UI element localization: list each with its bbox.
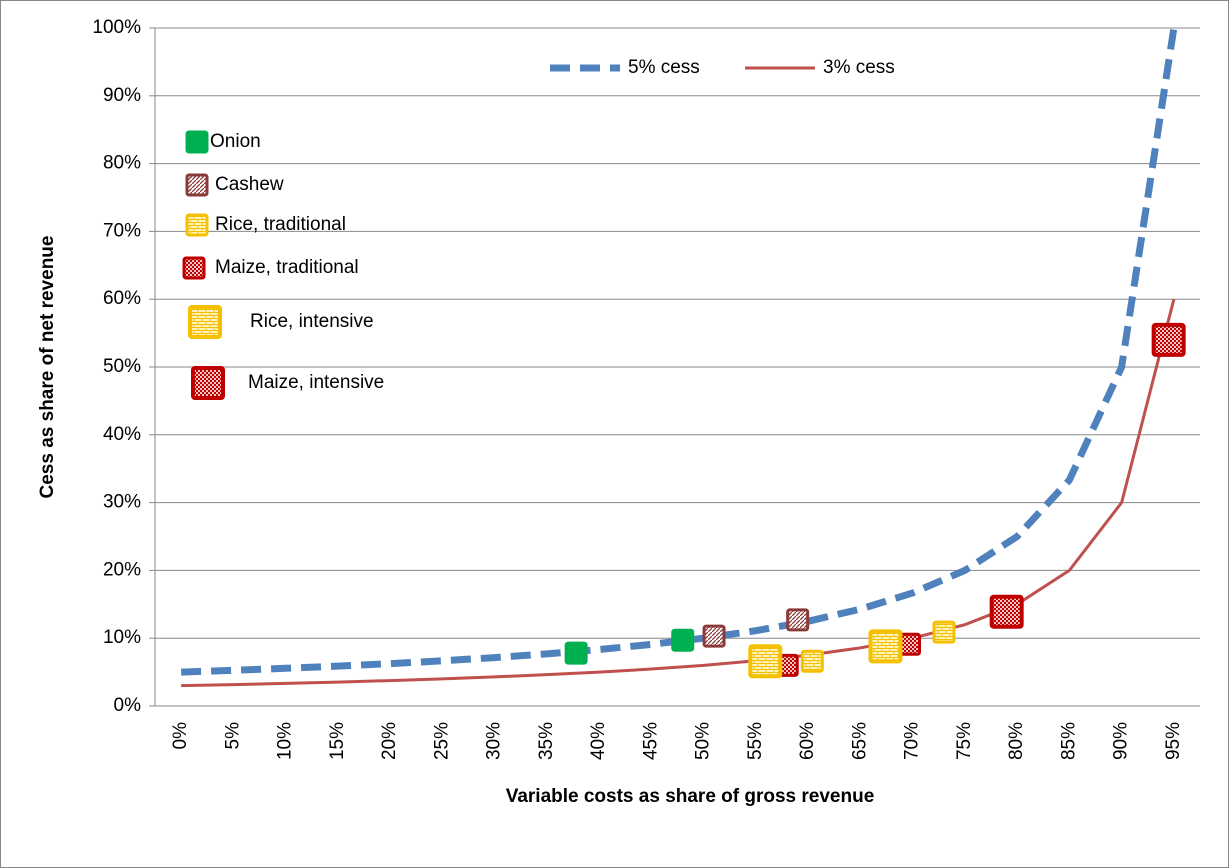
legend-swatch — [188, 305, 222, 339]
y-tick-label: 30% — [103, 492, 141, 513]
data-point — [671, 628, 695, 652]
x-tick-label: 60% — [797, 722, 818, 760]
x-axis-title: Variable costs as share of gross revenue — [506, 786, 875, 807]
y-tick-label: 80% — [103, 153, 141, 174]
x-tick-label: 75% — [954, 722, 975, 760]
x-tick-label: 10% — [275, 722, 296, 760]
data-point — [702, 624, 726, 648]
legend-swatch — [191, 366, 225, 400]
y-tick-label: 60% — [103, 288, 141, 309]
x-tick-label: 85% — [1058, 722, 1079, 760]
x-tick-label: 45% — [640, 722, 661, 760]
legend-swatch — [185, 213, 209, 237]
x-tick-label: 40% — [588, 722, 609, 760]
y-tick-label: 40% — [103, 424, 141, 445]
legend-label: 3% cess — [823, 57, 895, 78]
legend-label: Onion — [210, 131, 261, 152]
data-point — [748, 644, 783, 679]
legend-swatch — [185, 130, 209, 154]
data-point — [786, 608, 810, 632]
data-point — [1151, 322, 1186, 357]
x-tick-label: 20% — [379, 722, 400, 760]
x-tick-label: 70% — [902, 722, 923, 760]
x-tick-label: 30% — [484, 722, 505, 760]
x-tick-label: 5% — [222, 722, 243, 750]
y-tick-label: 90% — [103, 85, 141, 106]
x-tick-label: 80% — [1006, 722, 1027, 760]
y-tick-label: 70% — [103, 220, 141, 241]
data-point — [932, 620, 956, 644]
x-tick-label: 15% — [327, 722, 348, 760]
x-tick-label: 65% — [849, 722, 870, 760]
x-tick-label: 90% — [1111, 722, 1132, 760]
x-tick-label: 95% — [1163, 722, 1184, 760]
data-point — [989, 594, 1024, 629]
x-tick-label: 55% — [745, 722, 766, 760]
x-tick-label: 25% — [431, 722, 452, 760]
legend-label: Cashew — [215, 174, 284, 195]
legend-label: Rice, intensive — [250, 311, 374, 332]
data-point — [897, 632, 921, 656]
data-point — [564, 641, 588, 665]
legend-label: 5% cess — [628, 57, 700, 78]
y-tick-label: 20% — [103, 559, 141, 580]
y-tick-label: 50% — [103, 356, 141, 377]
data-point — [800, 649, 824, 673]
legend-label: Maize, intensive — [248, 372, 384, 393]
legend-swatch — [185, 173, 209, 197]
x-tick-label: 35% — [536, 722, 557, 760]
x-tick-label: 0% — [170, 722, 191, 750]
legend-label: Maize, traditional — [215, 257, 359, 278]
y-tick-label: 0% — [114, 695, 142, 716]
x-tick-label: 50% — [693, 722, 714, 760]
data-point — [868, 629, 903, 664]
y-tick-label: 10% — [103, 627, 141, 648]
legend-swatch — [182, 256, 206, 280]
legend-label: Rice, traditional — [215, 214, 346, 235]
y-axis-title: Cess as share of net revenue — [37, 236, 58, 499]
y-tick-label: 100% — [92, 17, 141, 38]
